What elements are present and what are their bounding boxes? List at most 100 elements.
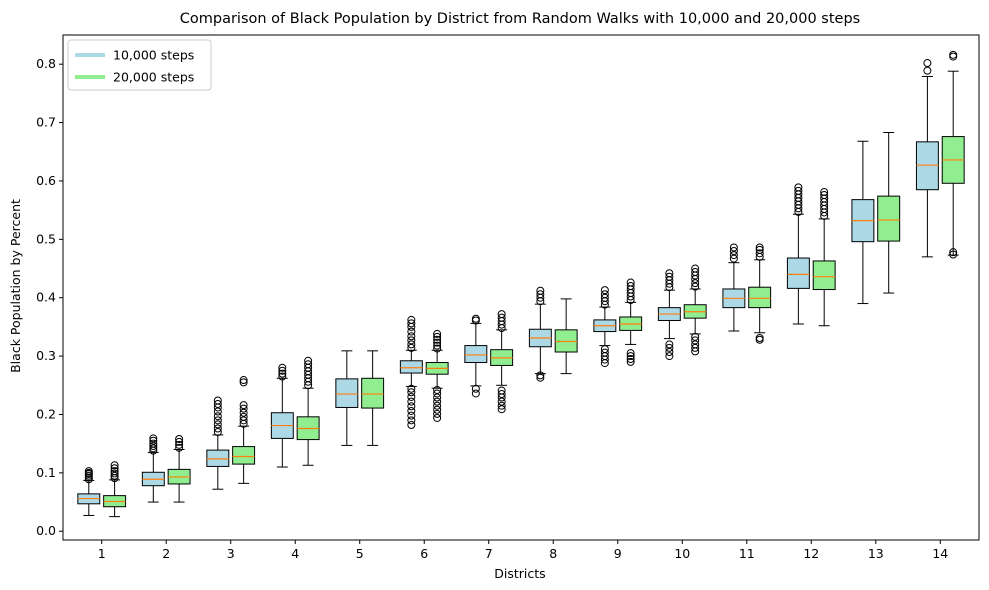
box-10k-district-5 (335, 350, 359, 446)
outlier-point (84, 467, 93, 476)
outlier-point (175, 437, 184, 446)
outlier-point (213, 396, 222, 405)
outlier-point (407, 416, 416, 425)
outlier-point (691, 343, 700, 352)
outlier-point (213, 416, 222, 425)
outlier-point (433, 329, 442, 338)
outlier-point (729, 254, 738, 263)
outlier-point (149, 436, 158, 445)
y-axis-label: Black Population by Percent (8, 199, 23, 373)
outlier-point (433, 389, 442, 398)
outlier-point (407, 402, 416, 411)
axes: 0.00.10.20.30.40.50.60.70.81 2 3 4 5 6 7 8 9 10 11… (36, 34, 980, 561)
box-body (786, 257, 810, 289)
outlier-point (471, 384, 480, 393)
box-20k-district-13 (877, 131, 901, 294)
x-tick-label: 5 (356, 546, 364, 561)
outlier-point (536, 290, 545, 299)
outlier-point (755, 245, 764, 254)
outlier-point (626, 349, 635, 358)
outlier-point (239, 404, 248, 413)
outlier-point (278, 363, 287, 372)
outlier-point (110, 461, 119, 470)
box-20k-district-11 (748, 243, 772, 344)
outlier-point (149, 434, 158, 443)
outlier-point (278, 366, 287, 375)
outlier-point (407, 411, 416, 420)
outlier-point (433, 405, 442, 414)
outlier-point (213, 412, 222, 421)
box-body (748, 286, 772, 309)
outlier-point (213, 399, 222, 408)
outlier-point (665, 340, 674, 349)
outlier-point (433, 344, 442, 353)
outlier-point (600, 345, 609, 354)
x-tick-label: 11 (739, 546, 755, 561)
box-10k-district-4 (270, 363, 294, 468)
outlier-point (820, 190, 829, 199)
box-10k-district-11 (722, 243, 746, 332)
outlier-point (175, 435, 184, 443)
outlier-point (755, 249, 764, 258)
box-10k-district-13 (851, 140, 875, 305)
x-tick-label: 14 (932, 546, 948, 561)
box-10k-district-10 (657, 269, 681, 361)
box-body (335, 378, 359, 408)
outlier-point (407, 392, 416, 401)
outlier-point (691, 264, 700, 273)
outlier-point (600, 348, 609, 357)
outlier-point (949, 248, 958, 257)
outlier-point (665, 272, 674, 281)
box-20k-district-14 (941, 50, 965, 259)
chart-title: Comparison of Black Population by Distri… (180, 11, 860, 27)
y-tick-label: 0.4 (36, 290, 56, 305)
outlier-point (433, 401, 442, 410)
box-10k-district-8 (528, 286, 552, 382)
outlier-point (304, 356, 313, 365)
outlier-point (691, 340, 700, 349)
outlier-point (175, 440, 184, 449)
y-tick-label: 0.2 (36, 406, 56, 421)
outlier-point (239, 416, 248, 425)
outlier-point (213, 424, 222, 433)
outlier-point (433, 385, 442, 394)
outlier-point (433, 332, 442, 341)
outlier-point (407, 336, 416, 345)
x-tick-label: 2 (162, 546, 170, 561)
box-10k-district-2 (141, 434, 165, 503)
outlier-point (407, 406, 416, 415)
outlier-point (497, 310, 506, 319)
y-tick-label: 0.1 (36, 465, 56, 480)
box-10k-district-9 (593, 286, 617, 368)
outlier-point (536, 286, 545, 295)
outlier-point (110, 471, 119, 480)
x-tick-label: 6 (420, 546, 428, 561)
x-tick-label: 10 (674, 546, 690, 561)
outlier-point (239, 408, 248, 417)
outlier-point (691, 279, 700, 288)
outlier-point (175, 443, 184, 452)
outlier-point (691, 332, 700, 341)
box-20k-district-12 (812, 188, 836, 327)
outlier-point (433, 409, 442, 418)
outlier-point (626, 278, 635, 287)
box-20k-district-3 (232, 376, 256, 484)
box-body (232, 446, 256, 465)
outlier-point (213, 427, 222, 436)
outlier-point (600, 286, 609, 295)
box-20k-district-9 (619, 278, 643, 366)
outlier-point (497, 401, 506, 410)
x-tick-label: 13 (868, 546, 884, 561)
box-20k-district-5 (361, 350, 385, 446)
y-tick-label: 0.8 (36, 56, 56, 71)
outlier-point (665, 343, 674, 352)
outlier-point (536, 371, 545, 380)
outlier-point (665, 352, 674, 361)
x-tick-label: 7 (485, 546, 493, 561)
outlier-point (433, 413, 442, 422)
x-tick-label: 9 (614, 546, 622, 561)
outlier-point (407, 343, 416, 352)
outlier-point (304, 360, 313, 369)
